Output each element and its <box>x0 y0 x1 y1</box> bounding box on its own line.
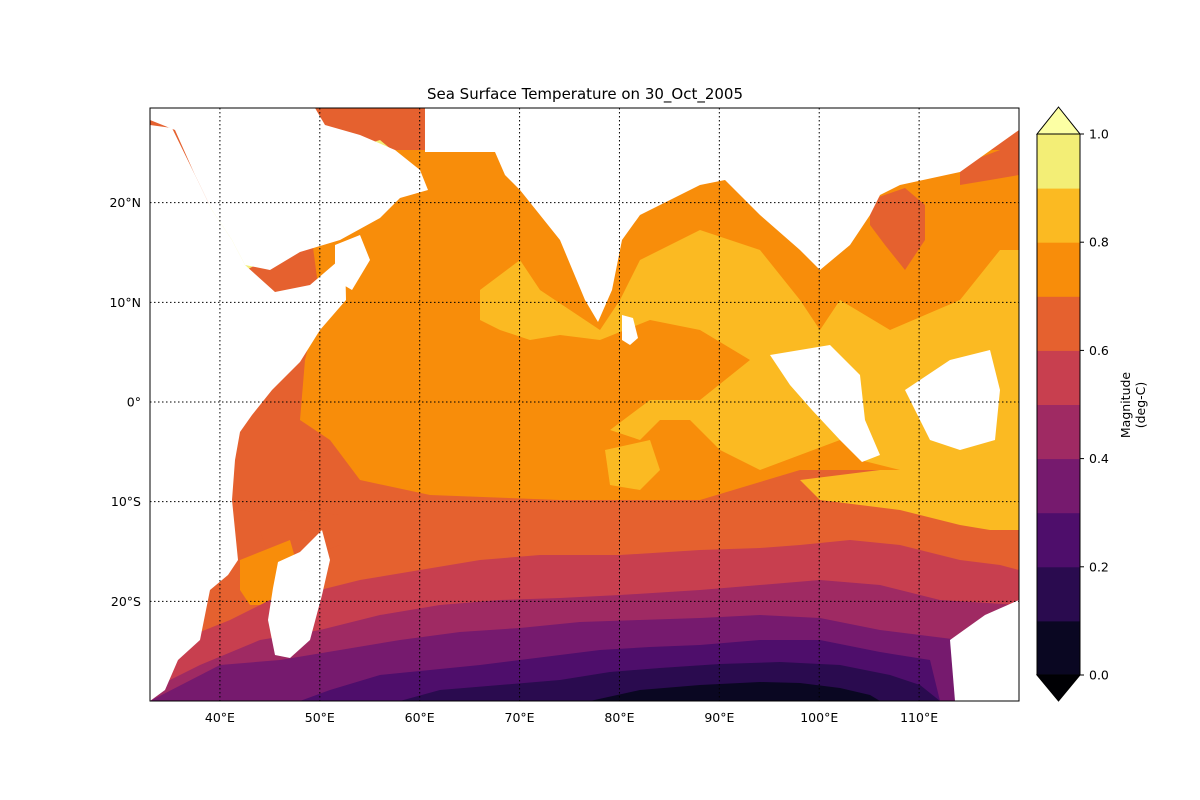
x-tick-label: 70°E <box>505 710 535 725</box>
colorbar-label-line1: Magnitude <box>1118 372 1133 439</box>
temperature-band <box>960 140 1019 185</box>
x-tick-label: 90°E <box>704 710 734 725</box>
land-masks <box>150 108 1019 701</box>
x-axis-ticks: 40°E 50°E 60°E 70°E 80°E 90°E 100°E 110°E <box>205 710 938 725</box>
colorbar-tick-label: 1.0 <box>1089 127 1109 142</box>
colorbar-segment <box>1037 458 1080 514</box>
y-tick-label: 10°S <box>111 494 141 509</box>
australia-landmass <box>950 600 1019 701</box>
colorbar-under-triangle <box>1035 674 1082 702</box>
x-tick-label: 40°E <box>205 710 235 725</box>
colorbar-segment <box>1037 134 1080 189</box>
map-gridlines <box>150 108 1019 701</box>
sumatra-island <box>770 345 880 462</box>
colorbar-segment <box>1037 296 1080 351</box>
colorbar-segment <box>1037 566 1080 622</box>
colorbar-tick-label: 0.2 <box>1089 559 1109 574</box>
x-tick-label: 80°E <box>604 710 634 725</box>
temperature-bands <box>150 108 1019 701</box>
temperature-band <box>590 682 880 701</box>
temperature-band <box>870 188 925 270</box>
y-tick-label: 10°N <box>109 295 141 310</box>
y-tick-label: 0° <box>127 395 141 410</box>
temperature-band <box>800 470 1019 530</box>
colorbar-segment <box>1037 350 1080 405</box>
arabian-peninsula-notch <box>335 235 370 290</box>
colorbar-tick-label: 0.4 <box>1089 451 1109 466</box>
colorbar-segment <box>1037 404 1080 460</box>
y-axis-ticks: 20°N 10°N 0° 10°S 20°S <box>109 195 141 609</box>
madagascar-island <box>268 530 330 658</box>
temperature-band <box>480 230 1019 480</box>
temperature-band <box>605 440 660 490</box>
plot-frame <box>149 107 1020 702</box>
colorbar-label-line2: (deg-C) <box>1133 382 1148 429</box>
borneo-island <box>905 350 1000 450</box>
colorbar: 0.0 0.2 0.4 0.6 0.8 1.0 <box>1035 106 1109 702</box>
x-tick-label: 50°E <box>305 710 335 725</box>
colorbar-tick-label: 0.0 <box>1089 668 1109 683</box>
colorbar-tick-label: 0.6 <box>1089 343 1109 358</box>
colorbar-over-triangle <box>1035 106 1082 135</box>
x-tick-label: 110°E <box>900 710 938 725</box>
map-title: Sea Surface Temperature on 30_Oct_2005 <box>427 85 743 104</box>
colorbar-tick-label: 0.8 <box>1089 235 1109 250</box>
plot-area <box>150 108 1019 701</box>
y-tick-label: 20°N <box>109 195 141 210</box>
x-tick-label: 100°E <box>800 710 838 725</box>
colorbar-segment <box>1037 512 1080 568</box>
india-asia-landmass <box>425 108 1019 322</box>
x-tick-label: 60°E <box>405 710 435 725</box>
east-africa-coast <box>150 125 346 701</box>
y-tick-label: 20°S <box>111 594 141 609</box>
colorbar-segment <box>1037 620 1080 676</box>
colorbar-segment <box>1037 242 1080 297</box>
colorbar-segment <box>1037 188 1080 243</box>
sri-lanka-island <box>622 315 638 345</box>
